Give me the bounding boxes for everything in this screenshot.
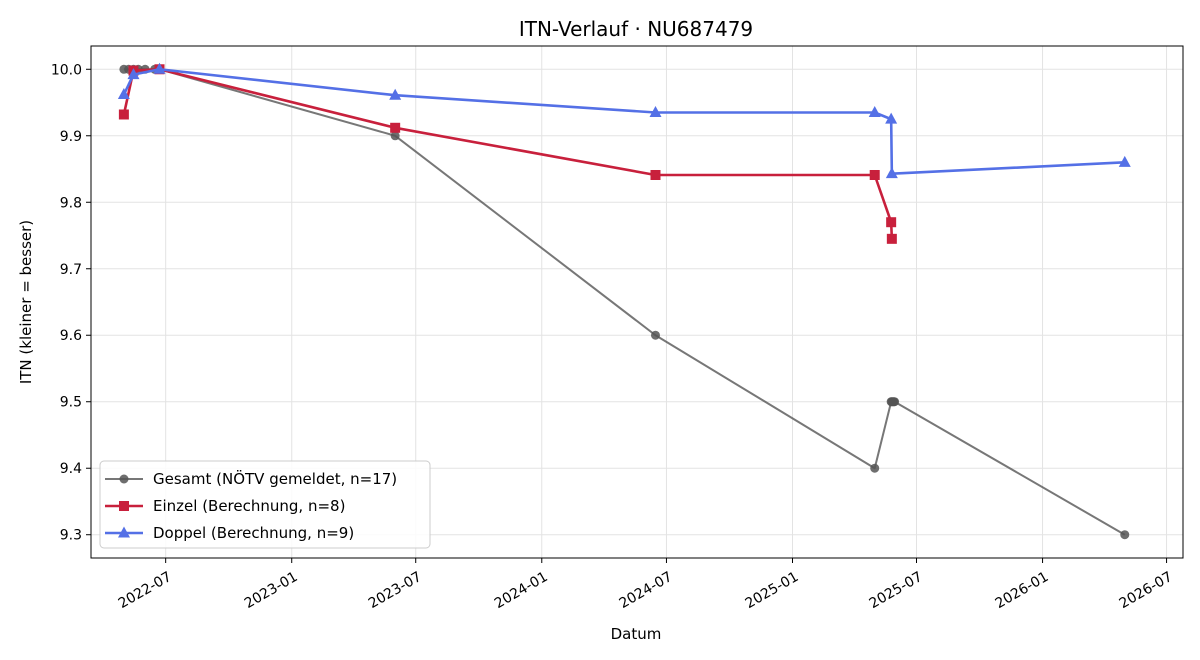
legend-item: Einzel (Berechnung, n=8) bbox=[105, 497, 345, 515]
data-point bbox=[153, 62, 166, 74]
legend-marker bbox=[119, 501, 129, 511]
data-point bbox=[869, 169, 880, 180]
legend-marker bbox=[118, 526, 130, 538]
data-point bbox=[650, 169, 661, 180]
chart-title: ITN-Verlauf · NU687479 bbox=[519, 17, 753, 41]
legend-item: Doppel (Berechnung, n=9) bbox=[105, 524, 354, 542]
plot-frame bbox=[90, 45, 1184, 559]
data-point bbox=[118, 109, 129, 120]
data-point bbox=[649, 105, 662, 117]
y-tick-label: 9.4 bbox=[60, 461, 82, 477]
data-point bbox=[127, 68, 140, 80]
y-tick-label: 9.3 bbox=[60, 528, 82, 544]
data-point bbox=[390, 131, 400, 141]
data-point bbox=[650, 330, 660, 340]
data-point bbox=[890, 397, 900, 407]
data-point bbox=[117, 88, 130, 100]
data-point bbox=[885, 112, 898, 124]
legend-label: Einzel (Berechnung, n=8) bbox=[153, 497, 345, 515]
data-point bbox=[886, 217, 897, 228]
y-tick-label: 9.5 bbox=[60, 395, 82, 411]
data-point bbox=[390, 122, 401, 133]
y-axis-title: ITN (kleiner = besser) bbox=[17, 220, 35, 384]
x-axis-title: Datum bbox=[611, 625, 662, 643]
legend-box bbox=[99, 460, 431, 549]
legend-label: Doppel (Berechnung, n=9) bbox=[153, 524, 354, 542]
data-point bbox=[1118, 155, 1131, 167]
series-3 bbox=[117, 62, 1131, 179]
data-point bbox=[870, 463, 880, 473]
data-point bbox=[389, 88, 402, 100]
data-point bbox=[1120, 530, 1130, 540]
legend-item: Gesamt (NÖTV gemeldet, n=17) bbox=[105, 469, 397, 488]
y-tick-label: 9.9 bbox=[60, 129, 82, 145]
data-point bbox=[868, 105, 881, 117]
y-tick-label: 9.7 bbox=[60, 262, 82, 278]
data-point bbox=[885, 167, 898, 179]
y-tick-label: 9.6 bbox=[60, 328, 82, 344]
y-tick-label: 9.8 bbox=[60, 195, 82, 211]
legend: Gesamt (NÖTV gemeldet, n=17) Einzel (Bere… bbox=[99, 460, 431, 549]
legend-marker bbox=[119, 474, 129, 484]
legend-label: Gesamt (NÖTV gemeldet, n=17) bbox=[153, 469, 397, 488]
data-point bbox=[886, 233, 897, 244]
y-tick-label: 10.0 bbox=[51, 62, 82, 78]
